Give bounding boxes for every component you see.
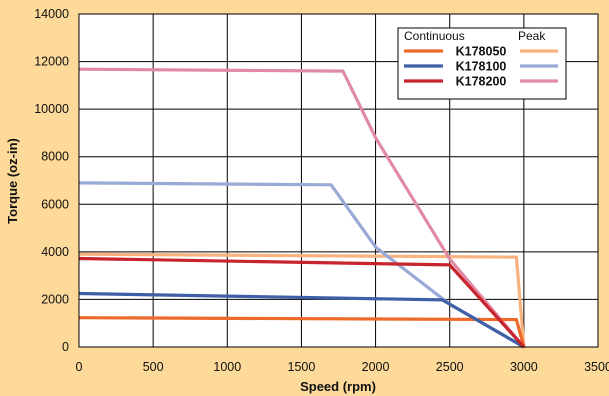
series-line-k178100-continuous xyxy=(78,291,525,349)
y-tick-label: 6000 xyxy=(41,197,69,211)
y-tick-label: 8000 xyxy=(41,150,69,164)
y-tick-label: 4000 xyxy=(41,245,69,259)
x-tick-label: 3500 xyxy=(584,360,609,374)
legend-entry-k178200: K178200 xyxy=(456,75,507,89)
x-tick-label: 1000 xyxy=(213,360,241,374)
legend-entry-k178050: K178050 xyxy=(456,45,507,59)
series-line-k178200-continuous xyxy=(78,256,526,349)
series-line-k178200-peak xyxy=(78,67,526,349)
legend-box xyxy=(397,27,567,100)
y-tick-label: 12000 xyxy=(34,55,69,69)
y-tick-label: 2000 xyxy=(41,292,69,306)
x-tick-label: 3000 xyxy=(510,360,538,374)
legend-continuous-header: Continuous xyxy=(404,29,465,43)
x-tick-label: 2500 xyxy=(436,360,464,374)
y-tick-label: 0 xyxy=(62,340,69,354)
tick-layer: 0 500 1000 1500 2000 2500 3000 3500 0 2000 4000 600… xyxy=(34,7,609,374)
series-line-k178050-continuous xyxy=(78,316,526,348)
y-tick-label: 14000 xyxy=(34,7,69,21)
y-axis-label: Torque (oz-in) xyxy=(5,138,20,224)
x-tick-label: 0 xyxy=(76,360,83,374)
plot-frame xyxy=(78,13,599,348)
legend-entry-k178100: K178100 xyxy=(456,60,507,74)
series-line-k178050-peak xyxy=(78,252,526,348)
series-layer xyxy=(78,67,526,349)
x-axis-label: Speed (rpm) xyxy=(300,379,376,394)
y-tick-label: 10000 xyxy=(34,102,69,116)
x-tick-label: 500 xyxy=(143,360,164,374)
legend-peak-header: Peak xyxy=(518,29,546,43)
x-tick-label: 2000 xyxy=(362,360,390,374)
x-tick-label: 1500 xyxy=(288,360,316,374)
